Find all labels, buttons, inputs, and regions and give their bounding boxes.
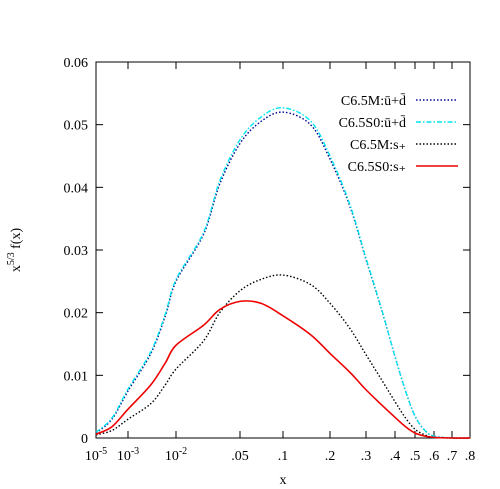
y-tick-label: 0.03 xyxy=(64,244,89,259)
y-tick-label: 0 xyxy=(81,432,88,447)
x-tick-label: .3 xyxy=(361,449,372,464)
legend: C6.5M:ū+d̄ C6.5S0:ū+d̄ C6.5M:s₊ C6.5S0:s₊ xyxy=(339,93,458,175)
x-tick-label: 10-5 xyxy=(85,446,107,464)
x-tick-label: 10-3 xyxy=(117,446,139,464)
series-line-3 xyxy=(95,274,471,439)
y-axis-label-tail: f(x) xyxy=(9,228,24,253)
x-tick-label: .1 xyxy=(278,449,289,464)
x-tick-label: .8 xyxy=(465,449,476,464)
x-axis-label: x xyxy=(280,473,287,488)
series-line-2 xyxy=(95,107,471,439)
tick-labels: 0 0.01 0.02 0.03 0.04 0.05 0.06 10-5 10-3 10-2 .05… xyxy=(64,56,476,464)
y-tick-label: 0.05 xyxy=(64,119,89,134)
x-tick-label: .4 xyxy=(390,449,401,464)
y-axis-label: x5/3 f(x) xyxy=(6,228,24,273)
x-tick-label: .05 xyxy=(231,449,249,464)
series-line-4 xyxy=(95,300,471,439)
y-tick-label: 0.01 xyxy=(64,369,89,384)
legend-label: C6.5M:s₊ xyxy=(350,138,406,153)
y-axis-label-base: x xyxy=(9,265,24,272)
x-tick-label: .6 xyxy=(429,449,440,464)
plot-frame xyxy=(95,61,471,439)
series-layer xyxy=(95,107,471,439)
y-tick-label: 0.04 xyxy=(64,181,89,196)
axis-ticks xyxy=(95,61,471,439)
x-tick-label: 10-2 xyxy=(165,446,187,464)
x-tick-label: .2 xyxy=(325,449,336,464)
y-tick-label: 0.06 xyxy=(64,56,89,71)
y-tick-label: 0.02 xyxy=(64,307,89,322)
x-tick-label: .5 xyxy=(410,449,421,464)
y-axis-label-exp: 5/3 xyxy=(6,252,17,265)
legend-label: C6.5M:ū+d̄ xyxy=(341,93,406,109)
x-tick-label: .7 xyxy=(447,449,458,464)
y-axis-label-group: x5/3 f(x) xyxy=(6,228,24,273)
series-line-1 xyxy=(95,111,471,439)
legend-label: C6.5S0:ū+d̄ xyxy=(339,115,406,131)
legend-label: C6.5S0:s₊ xyxy=(348,160,406,175)
